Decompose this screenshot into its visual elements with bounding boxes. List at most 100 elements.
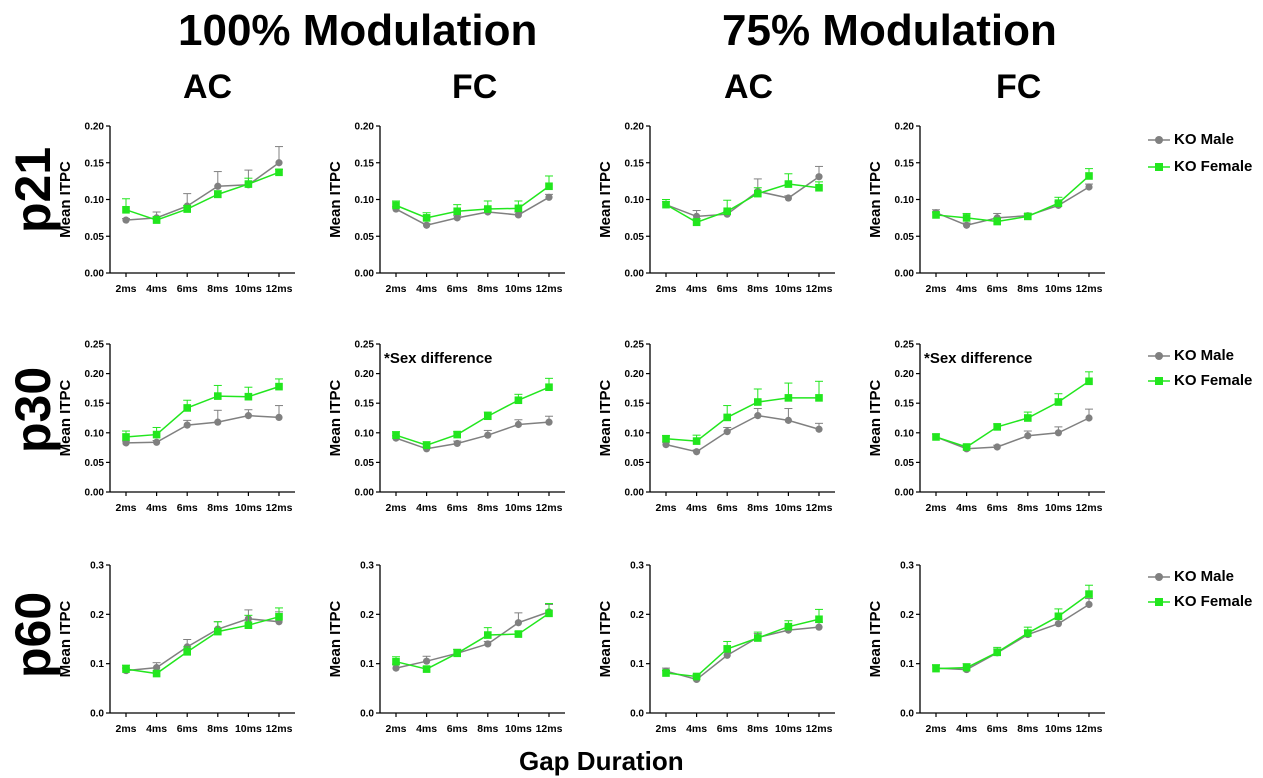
x-tick-label: 6ms bbox=[717, 723, 738, 735]
y-axis-title: Mean ITPC bbox=[327, 600, 344, 677]
data-point-ko-female bbox=[723, 645, 731, 653]
data-point-ko-male bbox=[153, 664, 161, 672]
y-tick-label: 0.10 bbox=[895, 195, 915, 206]
y-tick-label: 0.3 bbox=[360, 561, 374, 572]
data-point-ko-female bbox=[932, 433, 940, 441]
data-point-ko-female bbox=[1024, 212, 1032, 221]
y-tick-label: 0.10 bbox=[355, 195, 375, 206]
x-tick-label: 12ms bbox=[1076, 283, 1103, 295]
legend-label-ko-female: KO Female bbox=[1174, 372, 1253, 389]
y-tick-label: 0.0 bbox=[630, 709, 644, 720]
y-tick-label: 0.10 bbox=[85, 428, 105, 439]
x-tick-label: 8ms bbox=[207, 502, 228, 514]
series-line-ko-female bbox=[665, 183, 820, 224]
x-tick-label: 12ms bbox=[806, 283, 833, 295]
x-tick-label: 2ms bbox=[385, 283, 406, 295]
chart-panel-p21-0: 0.00 0.05 0.10 0.15 0.20 2ms 4ms 6ms 8ms 10ms 12ms… bbox=[57, 122, 295, 295]
data-point-ko-male bbox=[484, 431, 492, 439]
y-tick-label: 0.20 bbox=[85, 369, 105, 380]
data-point-ko-male bbox=[662, 441, 670, 449]
series-line-ko-male bbox=[125, 414, 280, 444]
x-tick-label: 2ms bbox=[655, 283, 676, 295]
series-line-ko-male bbox=[935, 417, 1090, 450]
series-line-ko-male bbox=[125, 162, 280, 221]
series-line-ko-male bbox=[395, 421, 550, 450]
data-point-ko-female bbox=[1024, 414, 1032, 422]
x-tick-label: 10ms bbox=[505, 502, 532, 514]
legend-p21: KO Male KO Female bbox=[1148, 130, 1260, 178]
y-tick-label: 0.2 bbox=[630, 610, 644, 621]
data-point-ko-female bbox=[815, 183, 823, 192]
y-tick-label: 0.25 bbox=[625, 340, 645, 351]
condition-title-100: 100% Modulation bbox=[178, 6, 538, 55]
y-tick-label: 0.1 bbox=[900, 659, 914, 670]
x-tick-label: 12ms bbox=[266, 502, 293, 514]
data-point-ko-female bbox=[932, 211, 940, 219]
data-point-ko-female bbox=[754, 634, 762, 642]
x-tick-label: 4ms bbox=[956, 283, 977, 295]
data-point-ko-female bbox=[754, 189, 762, 198]
data-point-ko-female bbox=[993, 217, 1001, 226]
chart-panel-p60-3: 0.0 0.1 0.2 0.3 2ms 4ms 6ms 8ms 10ms 12ms Mean ITP… bbox=[867, 561, 1105, 735]
x-tick-label: 2ms bbox=[925, 723, 946, 735]
x-tick-label: 2ms bbox=[925, 502, 946, 514]
x-tick-label: 10ms bbox=[235, 283, 262, 295]
data-point-ko-female bbox=[1054, 612, 1063, 621]
data-point-ko-female bbox=[275, 168, 283, 177]
data-point-ko-female bbox=[453, 430, 461, 439]
y-tick-label: 0.05 bbox=[625, 232, 645, 243]
data-point-ko-male bbox=[183, 421, 191, 429]
y-axis-title: Mean ITPC bbox=[597, 600, 614, 677]
data-point-ko-female bbox=[784, 622, 793, 631]
data-point-ko-male bbox=[815, 623, 823, 631]
data-point-ko-female bbox=[723, 413, 731, 422]
y-tick-label: 0.25 bbox=[85, 340, 105, 351]
data-point-ko-female bbox=[784, 180, 793, 188]
y-axis-title: Mean ITPC bbox=[867, 379, 884, 456]
data-point-ko-female bbox=[815, 394, 823, 402]
series-line-ko-male bbox=[395, 611, 550, 669]
x-tick-label: 6ms bbox=[717, 502, 738, 514]
chart-panel-p21-3: 0.00 0.05 0.10 0.15 0.20 2ms 4ms 6ms 8ms 10ms 12ms… bbox=[867, 122, 1105, 295]
x-tick-label: 10ms bbox=[235, 723, 262, 735]
data-point-ko-female bbox=[152, 430, 161, 439]
data-point-ko-female bbox=[692, 672, 701, 681]
x-tick-label: 8ms bbox=[477, 502, 498, 514]
y-tick-label: 0.15 bbox=[355, 399, 375, 410]
data-point-ko-male bbox=[514, 619, 523, 627]
y-tick-label: 0.05 bbox=[85, 458, 105, 469]
y-tick-label: 0.00 bbox=[895, 269, 915, 280]
x-tick-label: 4ms bbox=[956, 723, 977, 735]
data-point-ko-male bbox=[122, 216, 130, 224]
data-point-ko-male bbox=[963, 221, 971, 229]
y-axis-title: Mean ITPC bbox=[597, 379, 614, 456]
y-tick-label: 0.15 bbox=[85, 158, 105, 169]
series-line-ko-male bbox=[935, 603, 1090, 671]
y-tick-label: 0.00 bbox=[355, 488, 375, 499]
chart-panel-p60-0: 0.0 0.1 0.2 0.3 2ms 4ms 6ms 8ms 10ms 12ms Mean ITP… bbox=[57, 561, 295, 735]
data-point-ko-female bbox=[545, 609, 553, 618]
data-point-ko-female bbox=[1024, 629, 1032, 637]
data-point-ko-female bbox=[392, 657, 400, 666]
data-point-ko-female bbox=[723, 207, 731, 216]
data-point-ko-female bbox=[152, 216, 161, 224]
x-tick-label: 8ms bbox=[477, 723, 498, 735]
series-line-ko-female bbox=[125, 616, 280, 675]
y-tick-label: 0.1 bbox=[630, 659, 644, 670]
y-tick-label: 0.20 bbox=[355, 122, 375, 133]
data-point-ko-female bbox=[1054, 199, 1063, 207]
series-line-ko-male bbox=[665, 176, 820, 218]
sex-difference-annotation: *Sex difference bbox=[384, 350, 492, 367]
data-point-ko-male bbox=[1054, 620, 1062, 628]
chart-panel-p60-1: 0.0 0.1 0.2 0.3 2ms 4ms 6ms 8ms 10ms 12ms Mean ITP… bbox=[327, 561, 565, 735]
x-tick-label: 2ms bbox=[385, 723, 406, 735]
legend-label-ko-female: KO Female bbox=[1174, 593, 1253, 610]
data-point-ko-female bbox=[214, 392, 222, 400]
data-point-ko-female bbox=[514, 396, 523, 405]
y-tick-label: 0.20 bbox=[895, 369, 915, 380]
data-point-ko-female bbox=[422, 214, 431, 222]
y-tick-label: 0.20 bbox=[625, 369, 645, 380]
data-point-ko-male bbox=[514, 211, 523, 219]
x-tick-label: 4ms bbox=[146, 723, 167, 735]
data-point-ko-male bbox=[754, 412, 762, 420]
